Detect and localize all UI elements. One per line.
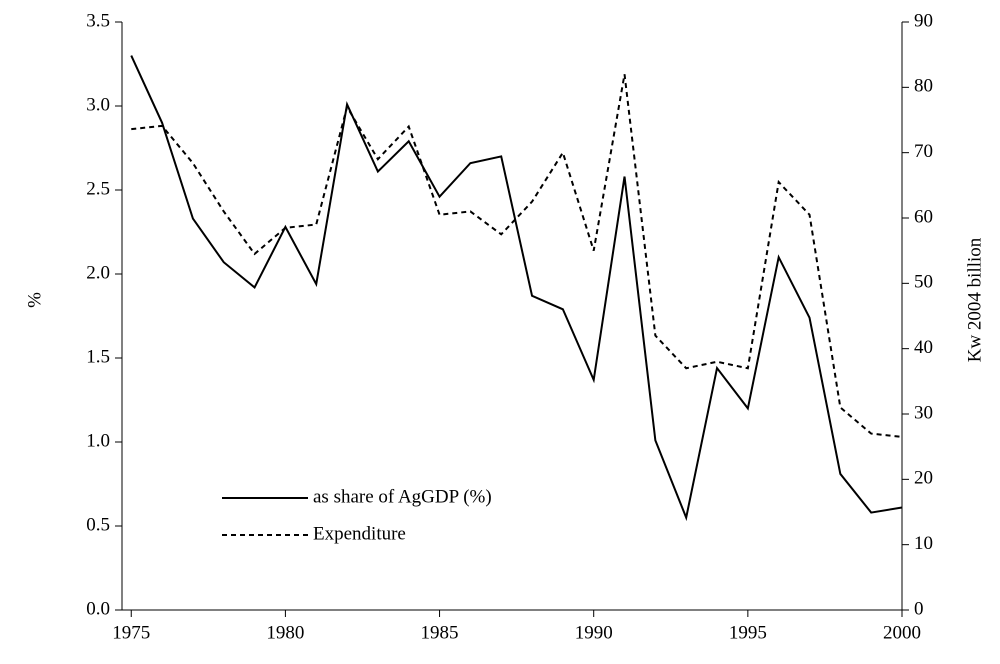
- y-axis-label: %: [24, 292, 45, 308]
- y-tick-label: 1.5: [86, 346, 110, 367]
- x-tick-label: 2000: [883, 622, 921, 643]
- y2-tick-label: 70: [914, 141, 933, 162]
- y2-tick-label: 80: [914, 76, 933, 97]
- y2-tick-label: 60: [914, 206, 933, 227]
- y-tick-label: 0.5: [86, 514, 110, 535]
- y2-tick-label: 90: [914, 10, 933, 31]
- y2-tick-label: 40: [914, 337, 933, 358]
- y-tick-label: 2.0: [86, 262, 110, 283]
- x-tick-label: 1980: [266, 622, 304, 643]
- x-tick-label: 1990: [575, 622, 613, 643]
- y2-tick-label: 0: [914, 598, 924, 619]
- data-line: [130, 55, 903, 522]
- y-tick-label: 3.0: [86, 94, 110, 115]
- x-tick-label: 1995: [729, 622, 767, 643]
- y2-axis-label: Kw 2004 billion: [964, 237, 985, 362]
- y-tick-label: 3.5: [86, 10, 110, 31]
- y2-tick-label: 50: [914, 272, 933, 293]
- y2-tick-label: 30: [914, 402, 933, 423]
- y2-tick-label: 20: [914, 468, 933, 489]
- data-line: [131, 74, 903, 438]
- y-tick-label: 0.0: [86, 598, 110, 619]
- x-tick-label: 1975: [112, 622, 150, 643]
- x-tick-label: 1985: [421, 622, 459, 643]
- legend-label: Expenditure: [313, 523, 406, 544]
- legend-label: as share of AgGDP (%): [313, 486, 492, 507]
- y-tick-label: 1.0: [86, 430, 110, 451]
- y-tick-label: 2.5: [86, 178, 110, 199]
- y2-tick-label: 10: [914, 533, 933, 554]
